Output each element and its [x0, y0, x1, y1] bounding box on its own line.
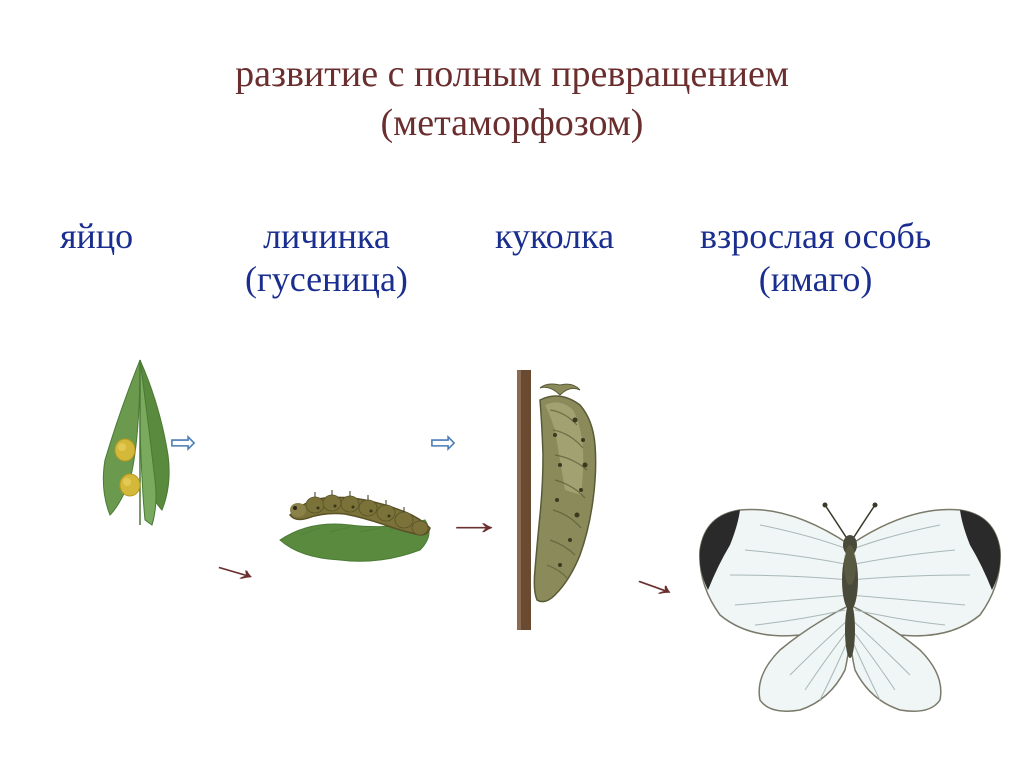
- label-larva-line2: (гусеница): [245, 259, 408, 299]
- label-larva: личинка (гусеница): [245, 215, 408, 301]
- label-egg: яйцо: [60, 215, 133, 258]
- larva-illustration: [260, 450, 450, 595]
- label-adult-line2: (имаго): [759, 259, 873, 299]
- egg-illustration: [70, 350, 210, 555]
- pupa-illustration: [505, 370, 625, 635]
- label-pupa: куколка: [495, 215, 614, 258]
- label-adult-line1: взрослая особь: [700, 216, 931, 256]
- title-line2: (метаморфозом): [381, 102, 644, 144]
- diagram-title: развитие с полным превращением (метаморф…: [0, 0, 1024, 149]
- title-line1: развитие с полным превращением: [235, 53, 789, 95]
- label-adult: взрослая особь (имаго): [700, 215, 931, 301]
- arrow-img-larva-to-pupa: →: [444, 500, 505, 544]
- butterfly-illustration: [690, 475, 1010, 730]
- label-larva-line1: личинка: [263, 216, 390, 256]
